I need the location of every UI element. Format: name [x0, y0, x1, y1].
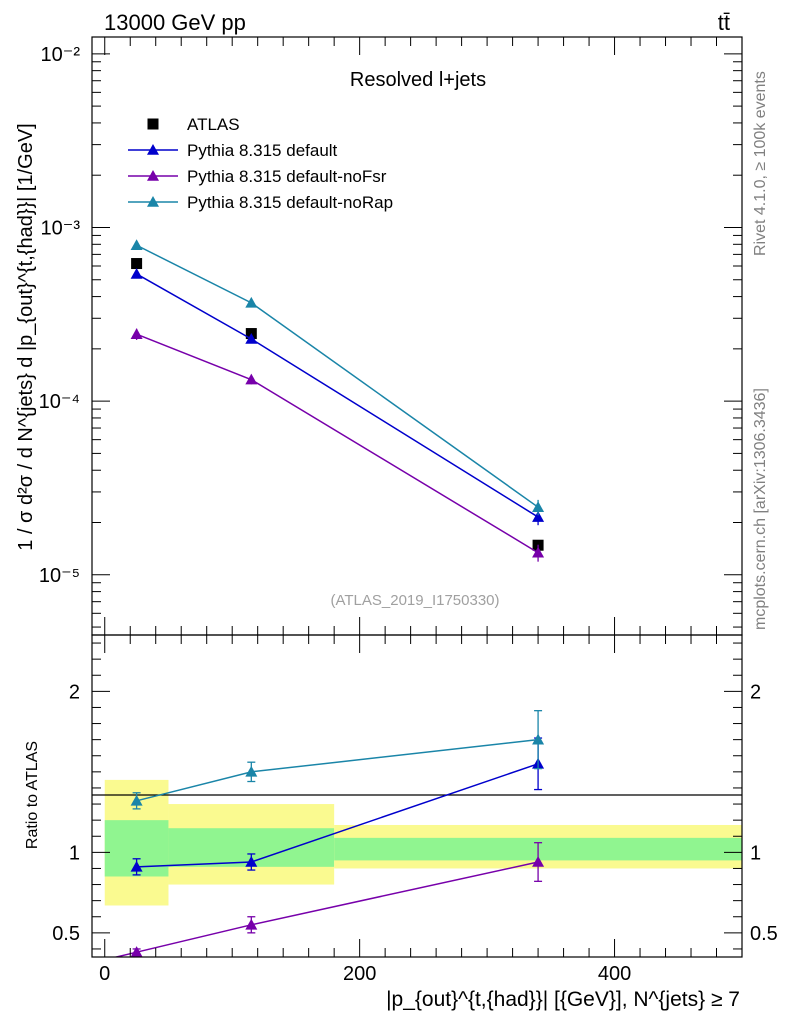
main-mc-point: [245, 296, 258, 308]
legend-label: Pythia 8.315 default: [187, 141, 338, 160]
main-mc-point: [130, 328, 143, 339]
main-mc-point: [130, 239, 143, 251]
legend-marker: [147, 144, 159, 155]
ratio-ytick-label-left: 0.5: [52, 923, 80, 945]
analysis-label: (ATLAS_2019_I1750330): [330, 592, 499, 609]
legend-label: Pythia 8.315 default-noFsr: [187, 167, 387, 186]
main-mc-point: [532, 501, 545, 513]
main-mc-point: [245, 373, 258, 385]
ratio-point: [532, 733, 545, 745]
ratio-point: [130, 794, 143, 806]
legend-marker: [147, 170, 159, 181]
main-mc-point: [532, 546, 545, 558]
main-series-line: [136, 333, 539, 554]
ratio-series-line: [136, 738, 539, 802]
xtick-label: 0: [99, 963, 110, 985]
ratio-series-line: [113, 861, 539, 957]
main-ytick-label: 10⁻⁴: [39, 391, 80, 413]
xlabel: |p_{out}^{t,{had}}| [{GeV}], N^{jets} ≥ …: [386, 988, 740, 1011]
main-series-line: [136, 244, 539, 508]
ratio-ytick-label-right: 0.5: [750, 923, 778, 945]
ratio-point: [130, 946, 143, 957]
ratio-series: [113, 710, 545, 957]
legend-label: ATLAS: [187, 115, 240, 134]
main-data-point: [131, 258, 143, 270]
process-label: tt̄: [718, 10, 730, 35]
ratio-ytick-label-left: 1: [69, 842, 80, 864]
ratio-point: [245, 918, 258, 930]
ratio-panel: 0.5 0.5 1 1 2 2 0 200 400 Ratio to ATLAS |p_{out…: [24, 634, 778, 1011]
ratio-point: [532, 856, 545, 867]
ratio-frame: [91, 634, 743, 958]
main-ytick-label: 10⁻⁵: [39, 565, 80, 587]
main-ytick-labels: 10⁻⁵ 10⁻⁴ 10⁻³ 10⁻²: [39, 44, 81, 587]
main-ticks: [92, 37, 743, 635]
ratio-ytick-label-right: 2: [750, 681, 761, 703]
ratio-point: [130, 860, 143, 872]
ratio-ticks: [92, 635, 743, 957]
xtick-label: 200: [343, 963, 376, 985]
ratio-point: [245, 765, 258, 777]
ratio-point: [245, 856, 258, 867]
main-mc-point: [532, 511, 545, 522]
main-series: [130, 239, 545, 562]
ratio-ytick-label-left: 2: [69, 681, 80, 703]
legend: ATLAS Pythia 8.315 default Pythia 8.315 de…: [128, 115, 393, 212]
ratio-tick-labels: 0.5 0.5 1 1 2 2 0 200 400: [52, 681, 778, 985]
main-panel: 10⁻⁵ 10⁻⁴ 10⁻³ 10⁻² Resolved l+jets (ATLAS_…: [15, 36, 743, 636]
main-title: Resolved l+jets: [350, 69, 486, 91]
legend-marker: [147, 196, 159, 207]
main-mc-point: [245, 332, 258, 344]
main-ytick-label: 10⁻³: [41, 217, 81, 239]
energy-label: 13000 GeV pp: [104, 10, 246, 35]
ratio-ytick-label-right: 1: [750, 842, 761, 864]
main-ylabel: 1 / σ d²σ / d N^{jets} d |p_{out}^{t,{ha…: [15, 123, 37, 550]
main-mc-point: [130, 267, 143, 279]
legend-marker: [147, 118, 159, 130]
main-series-line: [136, 273, 539, 518]
rivet-label: Rivet 4.1.0, ≥ 100k events: [752, 71, 769, 256]
ratio-ylabel: Ratio to ATLAS: [24, 741, 41, 849]
mcplots-label: mcplots.cern.ch [arXiv:1306.3436]: [752, 388, 769, 630]
main-ytick-label: 10⁻²: [41, 44, 81, 66]
legend-label: Pythia 8.315 default-noRap: [187, 193, 393, 212]
xtick-label: 400: [598, 963, 631, 985]
